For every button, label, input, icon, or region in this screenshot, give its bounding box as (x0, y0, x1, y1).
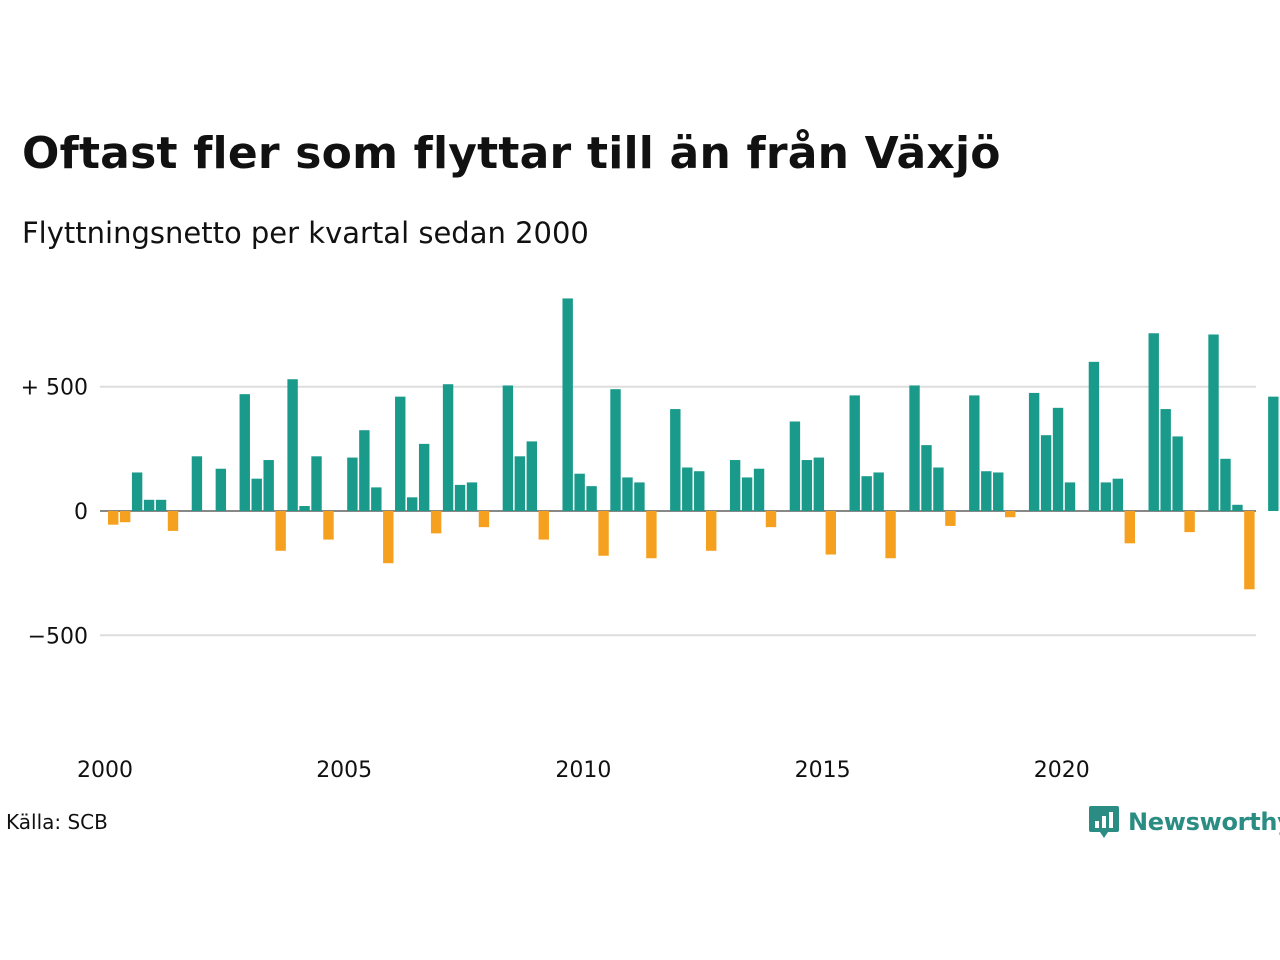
y-tick-label: + 500 (21, 376, 88, 401)
bar (466, 482, 478, 511)
bar (753, 468, 765, 511)
bar (873, 472, 884, 511)
bar (311, 456, 322, 511)
source-note: Källa: SCB (6, 810, 108, 834)
bar (1148, 333, 1159, 511)
bar (706, 511, 717, 551)
bar (108, 511, 119, 525)
bar (119, 511, 131, 523)
x-tick-label: 2000 (77, 758, 133, 783)
y-tick-label: −500 (28, 624, 88, 649)
bar (909, 385, 920, 511)
x-tick-label: 2005 (316, 758, 372, 783)
bar (430, 511, 442, 534)
bars (108, 298, 1279, 590)
bar (407, 497, 418, 511)
newsworthy-logo-icon (1089, 806, 1119, 838)
bar (191, 456, 203, 511)
bar (1040, 435, 1052, 511)
bar (646, 511, 657, 559)
x-axis-ticks: 2000 2005 2010 2015 2020 (77, 758, 1090, 783)
bar (1112, 478, 1124, 511)
bar (263, 460, 274, 511)
bar (969, 395, 980, 511)
x-tick-label: 2020 (1034, 758, 1090, 783)
bar (287, 379, 298, 511)
bar (347, 457, 358, 511)
bar (383, 511, 394, 564)
bar (694, 471, 705, 511)
bar (825, 511, 836, 555)
bar (741, 477, 753, 511)
bar (359, 430, 370, 511)
bar (1172, 436, 1183, 511)
brand-logo: Newsworthy (1088, 804, 1280, 840)
bar (131, 472, 143, 511)
bar (514, 456, 526, 511)
bar (813, 457, 825, 511)
bar (610, 389, 621, 511)
bar (634, 482, 645, 511)
bar (418, 443, 430, 511)
chart-title: Oftast fler som flyttar till än från Väx… (22, 128, 1001, 179)
bar (538, 511, 549, 540)
bar (215, 468, 227, 511)
bar (239, 394, 250, 511)
bar (1005, 511, 1016, 518)
bar (562, 298, 573, 511)
bar (1052, 407, 1064, 511)
bar (1124, 511, 1135, 544)
bar (299, 506, 310, 511)
bar (586, 486, 597, 511)
bar (395, 396, 406, 511)
bar (167, 511, 179, 531)
bar (371, 487, 382, 511)
bar (729, 460, 741, 511)
bar (143, 499, 155, 511)
bar (1244, 511, 1255, 590)
bar (1220, 458, 1231, 511)
x-tick-label: 2015 (795, 758, 851, 783)
bar (1100, 482, 1112, 511)
bar (526, 441, 537, 511)
bar (478, 511, 490, 528)
bar (765, 511, 777, 528)
bar (849, 395, 860, 511)
bar (1088, 361, 1100, 511)
chart-subtitle: Flyttningsnetto per kvartal sedan 2000 (22, 216, 589, 250)
bar (502, 385, 514, 511)
bar (275, 511, 286, 551)
bar (598, 511, 609, 556)
bar (861, 476, 872, 511)
bar (682, 467, 693, 511)
bar (1232, 504, 1243, 511)
bar (442, 384, 454, 511)
bar (933, 467, 944, 511)
bar (574, 473, 585, 511)
bar (993, 472, 1004, 511)
bar (622, 477, 633, 511)
bar (1028, 392, 1040, 511)
bar (921, 445, 932, 511)
y-axis-ticks: + 500 0 −500 (21, 376, 88, 650)
bar (981, 471, 992, 511)
bar (801, 460, 813, 511)
bar (251, 478, 262, 511)
brand-name: Newsworthy (1128, 808, 1280, 836)
bar (323, 511, 334, 540)
bar (1208, 334, 1219, 511)
bar (1184, 511, 1195, 533)
bar (155, 499, 167, 511)
bar (945, 511, 956, 526)
bar (1160, 409, 1171, 511)
bar (670, 409, 681, 511)
bar (789, 421, 801, 511)
x-tick-label: 2010 (555, 758, 611, 783)
y-tick-label: 0 (74, 500, 88, 525)
bar (454, 484, 466, 511)
bar (1064, 482, 1076, 511)
bar (1268, 396, 1279, 511)
bar (885, 511, 896, 559)
